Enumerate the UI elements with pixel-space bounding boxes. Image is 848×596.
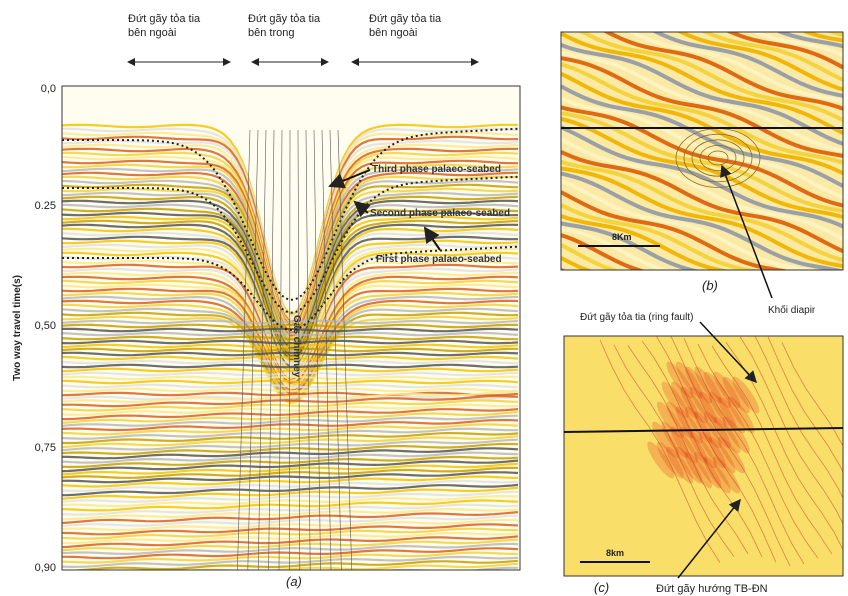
header: Đứt gãy tỏa tia	[248, 13, 321, 25]
reflector	[561, 0, 843, 35]
y-tick-label: 0,0	[41, 83, 56, 95]
label: Đứt gãy tỏa tia (ring fault)	[580, 311, 693, 323]
caption: (a)	[286, 574, 302, 589]
seismic-c	[564, 334, 848, 576]
y-axis-label: Two way travel time(s)	[12, 275, 23, 381]
annotation: Third phase palaeo-seabed	[372, 164, 501, 175]
label: Khối diapir	[768, 304, 816, 316]
caption: (b)	[702, 278, 718, 293]
y-tick-label: 0.25	[35, 200, 56, 212]
headers: Đứt gãy tỏa tia bên ngoài Đứt gãy tỏa ti…	[128, 13, 478, 62]
caption: (c)	[594, 580, 609, 595]
header: bên ngoài	[128, 27, 176, 39]
y-tick-label: 0,90	[35, 562, 56, 574]
y-ticks: 0,0 0.25 0,50 0,75 0,90	[35, 83, 56, 574]
header: Đứt gãy tỏa tia	[128, 13, 201, 25]
header: bên trong	[248, 27, 294, 39]
scale-label: 8km	[606, 548, 624, 558]
seismic-a	[62, 86, 520, 578]
scale-label: 8Km	[612, 232, 632, 242]
reflector	[561, 0, 843, 26]
reflector	[561, 0, 843, 2]
annotation: Second phase palaeo-seabed	[370, 208, 510, 219]
annotation: First phase palaeo-seabed	[376, 254, 502, 265]
y-tick-label: 0,75	[35, 442, 56, 454]
header: bên ngoài	[369, 27, 417, 39]
label: Đứt gãy hướng TB-ĐN	[656, 583, 768, 595]
y-tick-label: 0,50	[35, 320, 56, 332]
reflector	[561, 0, 843, 14]
annotation: Gas chimney	[291, 315, 302, 378]
header: Đứt gãy tỏa tia	[369, 13, 442, 25]
figure: Đứt gãy tỏa tia bên ngoài Đứt gãy tỏa ti…	[0, 0, 848, 596]
